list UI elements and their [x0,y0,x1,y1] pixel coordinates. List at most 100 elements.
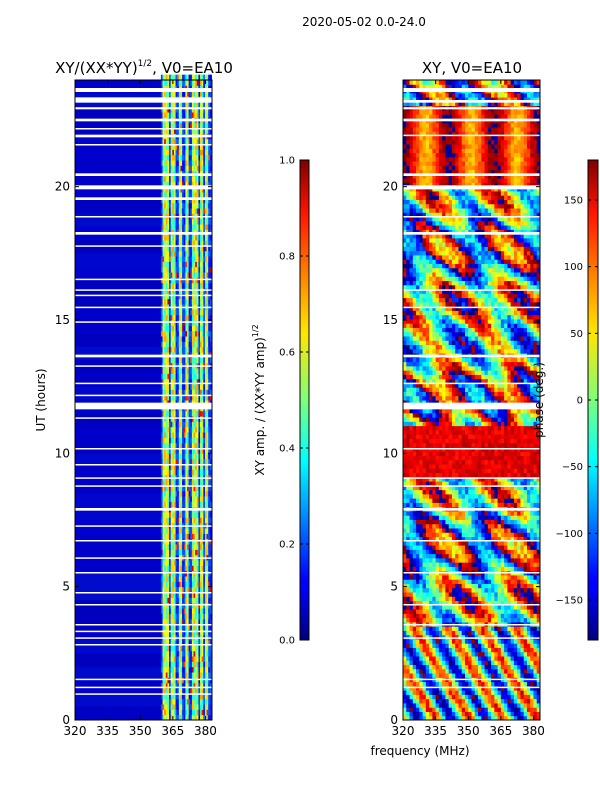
phase-cell [425,681,430,687]
amp-cell [170,682,173,689]
amp-cell [209,496,212,502]
amp-cell [208,149,211,156]
amp-cell [203,330,206,337]
amp-cell [196,378,199,385]
phase-cell [530,673,534,678]
amp-cell [191,266,195,273]
amp-cell [191,672,195,678]
amp-cell [167,533,170,540]
amp-cell [180,384,183,390]
amp-cell [169,309,172,316]
amp-cell [183,704,186,710]
amp-cell [164,570,167,577]
amp-cell [162,560,165,566]
amp-cell [164,234,167,241]
amp-cell [204,624,208,630]
amp-cell [204,165,208,172]
flagged-gap [75,306,212,309]
amp-cell [201,341,204,348]
amp-cell [162,709,165,716]
amp-cell [167,192,170,198]
phase-cell [455,660,459,666]
phase-cell [458,647,463,653]
phase-cell [406,651,411,657]
amp-cell [160,624,164,630]
amp-cell [175,421,178,428]
amp-cell [195,154,198,161]
amp-cell [208,288,211,294]
phase-cell [438,617,443,623]
amp-cell [191,432,195,438]
phase-cell [484,617,489,623]
amp-cell [170,650,173,657]
amp-cell [178,709,181,716]
amp-cell [180,485,183,492]
amp-cell [190,704,193,710]
amp-cell [175,437,178,444]
amp-cell [208,112,211,118]
amp-cell [185,469,188,476]
amp-cell [177,288,180,294]
amp-cell [204,122,208,129]
amp-cell [160,613,164,620]
phase-cell [504,609,508,614]
amp-cell [162,282,165,289]
amp-cell [164,565,167,572]
amp-cell [206,458,209,465]
amp-cell [169,112,172,118]
phase-cell [510,630,515,636]
amp-cell [182,672,185,678]
amp-cell [191,394,195,401]
amp-cell [196,421,199,428]
amp-cell [180,666,183,673]
amp-cell [186,154,190,161]
phase-cell [461,707,466,712]
amp-cell [200,373,203,380]
phase-cell [409,715,414,721]
phase-cell [403,711,407,717]
amp-cell [206,261,209,268]
amp-cell [167,122,170,129]
phase-cell [458,630,463,636]
amp-cell [208,282,211,289]
amp-cell [182,314,185,321]
amp-cell [186,586,190,593]
amp-cell [195,602,198,609]
phase-cell [438,685,443,691]
phase-cell [471,651,476,657]
amp-cell [185,682,188,689]
amp-cell [206,453,209,460]
amp-cell [160,672,164,678]
phase-cell [412,690,417,695]
amp-cell [183,282,186,289]
amp-cell [177,693,180,700]
amp-cell [208,389,211,396]
phase-cell [416,698,420,704]
amp-cell [169,154,172,161]
amp-cell [169,661,172,668]
amp-cell [177,597,180,604]
amp-cell [186,410,190,417]
amp-cell [203,640,206,646]
amp-cell [167,517,170,524]
amp-cell [173,330,177,337]
amp-cell [165,277,168,284]
phase-cell [504,643,508,648]
amp-cell [165,565,168,572]
phase-cell [406,673,411,678]
phase-cell [419,685,424,691]
amp-cell [170,528,173,534]
phase-cell [403,604,407,610]
amp-cell [164,698,167,705]
amp-cell [185,661,188,668]
amp-cell [209,490,212,497]
amp-cell [177,90,180,97]
amp-cell [209,421,212,428]
amp-cell [167,266,170,273]
phase-cell [412,634,417,640]
phase-cell [526,681,531,687]
amp-cell [191,336,195,342]
amp-cell [193,208,196,214]
amp-cell [160,682,164,689]
amp-cell [200,538,203,545]
